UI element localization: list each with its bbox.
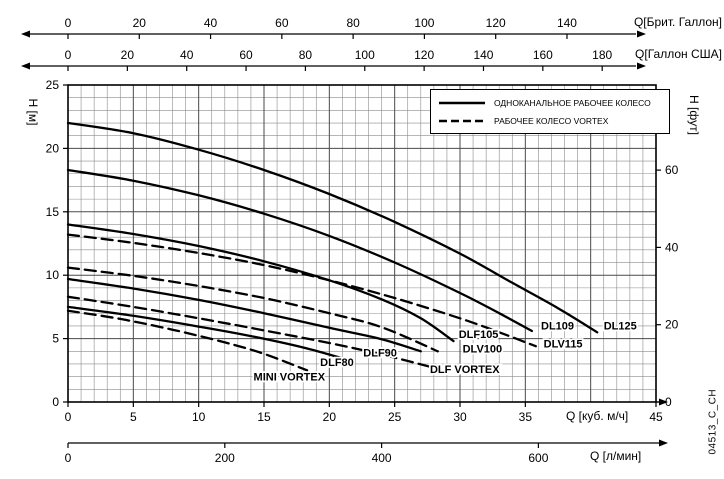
tick-label: 20 bbox=[133, 16, 147, 30]
tick-label: 45 bbox=[649, 410, 663, 424]
axis-title-head-m: H [м] bbox=[26, 98, 40, 126]
curve-label: DLF105 bbox=[459, 329, 499, 341]
arrow-right-icon bbox=[637, 62, 646, 70]
arrow-right-icon bbox=[637, 30, 646, 38]
tick-label: 30 bbox=[453, 410, 467, 424]
tick-label: 180 bbox=[592, 48, 612, 62]
tick-label: 200 bbox=[215, 451, 235, 465]
tick-label: 100 bbox=[355, 48, 375, 62]
axis-title-lmin: Q [л/мин] bbox=[590, 449, 642, 463]
tick-label: 0 bbox=[65, 48, 72, 62]
tick-label: 100 bbox=[414, 16, 434, 30]
tick-label: 40 bbox=[665, 240, 679, 254]
solid-line-sample bbox=[439, 101, 485, 105]
curve-label: DL109 bbox=[541, 321, 574, 333]
tick-label: 35 bbox=[519, 410, 533, 424]
curve-dlf90 bbox=[66, 277, 422, 353]
legend-item-vortex: РАБОЧЕЕ КОЛЕСО VORTEX bbox=[438, 114, 662, 128]
curve-dlf105 bbox=[66, 223, 455, 343]
legend: ОДНОКАНАЛЬНОЕ РАБОЧЕЕ КОЛЕСО РАБОЧЕЕ КОЛ… bbox=[430, 89, 670, 134]
tick-label: 15 bbox=[46, 205, 60, 219]
drawing-number: 04513_C_CH bbox=[707, 388, 719, 455]
curve-label: DLV100 bbox=[463, 344, 503, 356]
tick-label: 60 bbox=[275, 16, 289, 30]
arrow-right-icon bbox=[659, 439, 668, 447]
axis-title-m3h: Q [куб. м/ч] bbox=[566, 409, 629, 423]
curve-dlv115 bbox=[66, 233, 537, 348]
tick-label: 140 bbox=[557, 16, 577, 30]
tick-label: 120 bbox=[414, 48, 434, 62]
curve-label: DLF80 bbox=[320, 357, 354, 369]
tick-label: 160 bbox=[533, 48, 553, 62]
tick-label: 60 bbox=[665, 163, 679, 177]
legend-label-vortex: РАБОЧЕЕ КОЛЕСО VORTEX bbox=[494, 116, 609, 126]
tick-label: 60 bbox=[239, 48, 253, 62]
tick-label: 20 bbox=[665, 318, 679, 332]
legend-item-single-channel: ОДНОКАНАЛЬНОЕ РАБОЧЕЕ КОЛЕСО bbox=[438, 96, 662, 110]
dashed-line-sample bbox=[439, 119, 485, 123]
curves bbox=[66, 121, 599, 372]
tick-label: 600 bbox=[528, 451, 548, 465]
tick-label: 0 bbox=[665, 395, 672, 409]
tick-label: 20 bbox=[46, 141, 60, 155]
tick-label: 400 bbox=[372, 451, 392, 465]
tick-label: 20 bbox=[323, 410, 337, 424]
tick-label: 80 bbox=[346, 16, 360, 30]
tick-label: 120 bbox=[486, 16, 506, 30]
tick-label: 20 bbox=[121, 48, 135, 62]
tick-label: 0 bbox=[65, 410, 72, 424]
tick-label: 0 bbox=[65, 451, 72, 465]
axis-title-us-gallon: Q[Галлон США] bbox=[635, 47, 722, 61]
curve-label: DLV115 bbox=[544, 338, 583, 350]
tick-label: 5 bbox=[52, 332, 59, 346]
curve-mini-vortex bbox=[66, 309, 309, 372]
tick-label: 40 bbox=[180, 48, 194, 62]
tick-label: 10 bbox=[192, 410, 206, 424]
tick-label: 140 bbox=[473, 48, 493, 62]
axis-title-head-ft: H [фут] bbox=[687, 95, 701, 135]
arrow-left-icon bbox=[21, 30, 30, 38]
tick-label: 0 bbox=[65, 16, 72, 30]
tick-label: 40 bbox=[204, 16, 218, 30]
curve-label: DLF90 bbox=[363, 347, 397, 359]
tick-label: 10 bbox=[46, 268, 60, 282]
plot-border bbox=[67, 84, 657, 403]
tick-label: 5 bbox=[130, 410, 137, 424]
tick-label: 25 bbox=[388, 410, 402, 424]
arrow-right-icon bbox=[659, 398, 668, 406]
tick-label: 80 bbox=[299, 48, 313, 62]
curve-dlv100 bbox=[66, 266, 439, 353]
tick-label: 15 bbox=[257, 410, 271, 424]
curve-label: DLF VORTEX bbox=[430, 364, 500, 376]
curve-dlf80 bbox=[66, 305, 344, 360]
legend-label-single-channel: ОДНОКАНАЛЬНОЕ РАБОЧЕЕ КОЛЕСО bbox=[494, 98, 651, 108]
curve-dl109 bbox=[66, 168, 534, 333]
curve-label: DL125 bbox=[604, 321, 637, 333]
tick-label: 25 bbox=[46, 78, 60, 92]
curve-dl125 bbox=[66, 121, 599, 334]
curve-dlf-vortex bbox=[66, 295, 436, 369]
curve-label: MINI VORTEX bbox=[254, 371, 326, 383]
arrow-left-icon bbox=[21, 62, 30, 70]
tick-label: 0 bbox=[52, 395, 59, 409]
axis-title-brit-gallon: Q[Брит. Галлон] bbox=[633, 15, 722, 29]
